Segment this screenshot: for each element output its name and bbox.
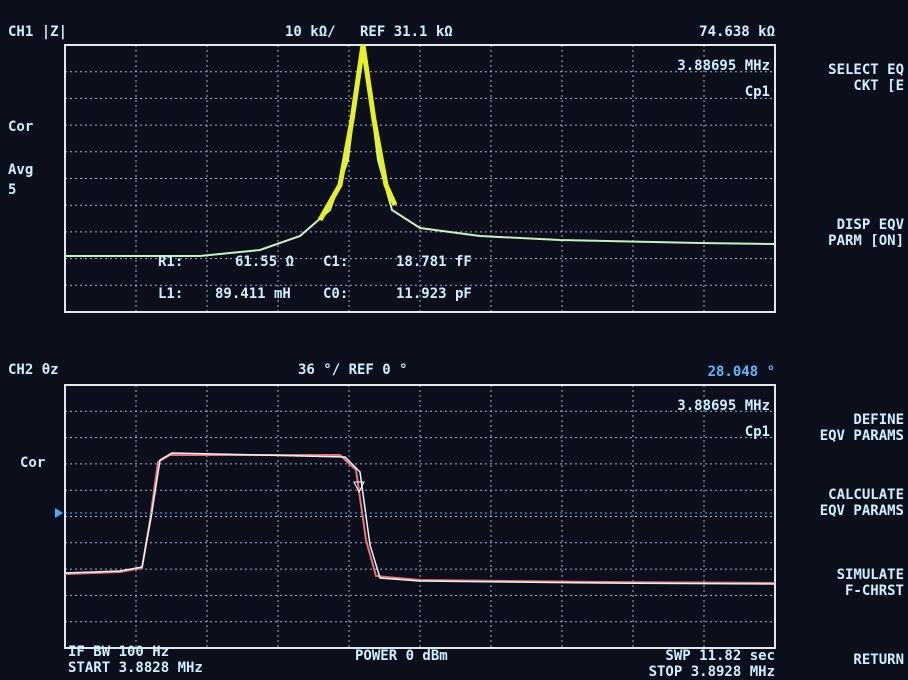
param-label: C1:	[323, 254, 348, 270]
param-label: C0:	[323, 286, 348, 302]
softkey-label[interactable]: DEFINE	[853, 412, 904, 428]
if-bw: IF BW 100 Hz	[68, 644, 169, 660]
power: POWER 0 dBm	[355, 648, 448, 664]
ch2-marker-freq: 3.88695 MHz	[677, 398, 770, 414]
sweep-time: SWP 11.82 sec	[665, 648, 775, 664]
softkey-label[interactable]: F-CHRST	[845, 583, 904, 599]
softkey-label[interactable]: DISP EQV	[837, 217, 905, 233]
ch1-status: Cor	[8, 119, 33, 135]
ch1-marker-value: 74.638 kΩ	[699, 24, 775, 40]
ch1-label: CH1 |Z|	[8, 24, 67, 40]
softkey-label[interactable]: PARM [ON]	[828, 233, 904, 249]
param-label: L1:	[158, 286, 183, 302]
softkey-label[interactable]: RETURN	[853, 652, 904, 668]
ch2-scale: 36 °/ REF 0 °	[298, 362, 408, 378]
softkey-label[interactable]: SELECT EQ	[828, 62, 904, 78]
ch2-label: CH2 θz	[8, 362, 59, 378]
param-value: 18.781 fF	[396, 254, 472, 270]
ch1-scale: 10 kΩ/	[285, 24, 336, 40]
softkey-label[interactable]: EQV PARAMS	[820, 428, 904, 444]
ch1-ref: REF 31.1 kΩ	[360, 24, 453, 40]
stop-freq: STOP 3.8928 MHz	[649, 664, 775, 680]
start-freq: START 3.8828 MHz	[68, 660, 203, 676]
ch2-status: Cor	[20, 455, 45, 471]
softkey-label[interactable]: CKT [E	[853, 78, 904, 94]
param-value: 89.411 mH	[215, 286, 291, 302]
ch2-model: Cp1	[745, 424, 770, 440]
softkey-label[interactable]: EQV PARAMS	[820, 503, 904, 519]
param-value: 11.923 pF	[396, 286, 472, 302]
softkey-label[interactable]: CALCULATE	[828, 487, 904, 503]
analyzer-screen: CH1 |Z| 10 kΩ/ REF 31.1 kΩ 74.638 kΩ 3.8…	[0, 0, 908, 680]
ch1-model: Cp1	[745, 84, 770, 100]
ch1-marker-freq: 3.88695 MHz	[677, 58, 770, 74]
ch1-status: Avg	[8, 162, 33, 178]
ch2-marker-value: 28.048 °	[708, 364, 775, 380]
ch1-status: 5	[8, 182, 16, 198]
softkey-label[interactable]: SIMULATE	[837, 567, 904, 583]
param-label: R1:	[158, 254, 183, 270]
param-value: 61.55 Ω	[235, 254, 294, 270]
